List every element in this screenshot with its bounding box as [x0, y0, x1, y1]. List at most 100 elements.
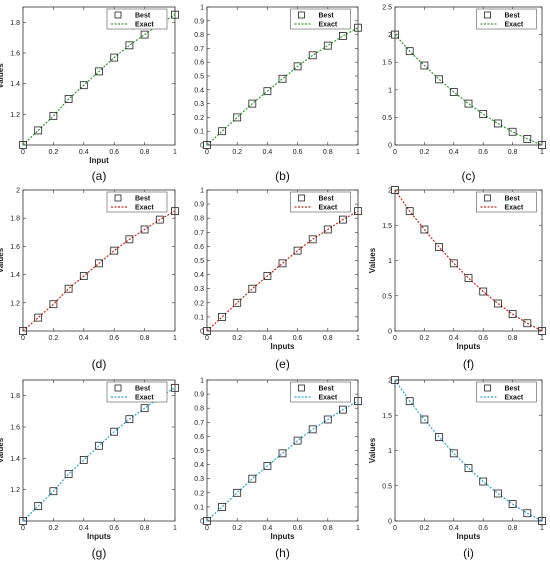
x-tick-label: 1	[540, 525, 544, 532]
x-tick-label: 1	[356, 525, 360, 532]
y-tick-label: 0.5	[194, 448, 204, 455]
chart-panel-g: 0 0.2 0.4 0.6 0.8 1 1.2 1.4 1.6 1.8 Inputs Values Be…	[0, 379, 179, 560]
legend-best-label: Best	[135, 13, 151, 20]
legend-exact-label: Exact	[319, 205, 338, 212]
x-tick-label: 0.6	[478, 525, 488, 532]
x-tick-label: 1	[540, 149, 544, 156]
x-tick-label: 1	[173, 149, 177, 156]
y-tick-label: 0	[200, 519, 204, 526]
legend-best-marker	[298, 11, 305, 19]
plot-area	[206, 379, 359, 522]
series-best-point	[508, 500, 517, 508]
series-best-point	[278, 74, 287, 83]
y-tick-label: 0	[200, 143, 204, 150]
series-exact-line	[22, 14, 176, 146]
y-tick-label: 1	[200, 378, 204, 385]
series-best-point	[248, 474, 257, 483]
legend-best-marker	[484, 194, 491, 202]
plot-area	[22, 6, 176, 146]
x-tick-label: 0.2	[49, 525, 59, 532]
x-axis-label: Inputs	[271, 532, 296, 541]
x-tick-label: 0	[393, 335, 397, 342]
x-tick-label: 0.6	[293, 149, 303, 156]
legend: Best Exact	[106, 381, 168, 403]
plot-area	[22, 379, 176, 522]
panel-label: (b)	[275, 169, 290, 183]
chart-panel-e: 0 0.2 0.4 0.6 0.8 1 0 0.1 0.2 0.3 0.4 0.5 0.6 0.7 0.8 0…	[194, 188, 362, 371]
y-tick-label: 1.5	[382, 60, 392, 67]
legend-exact-label: Exact	[505, 22, 524, 29]
x-tick-label: 0.4	[79, 149, 89, 156]
legend-best-marker	[484, 384, 491, 392]
y-axis-label: Values	[0, 247, 5, 273]
series-best-point	[171, 383, 179, 392]
chart-panel-i: 0 0.2 0.4 0.6 0.8 1 0 0.5 1 1.5 2 Inputs Values Best E…	[368, 376, 546, 560]
series-best-point	[218, 502, 227, 511]
chart-panel-c: 0 0.2 0.4 0.6 0.8 1 0 0.5 1 1.5 2 2.5 Best Exact (c)	[382, 5, 546, 183]
y-tick-label: 0.3	[194, 101, 204, 108]
y-tick-label: 0.1	[194, 129, 204, 136]
series-best-point	[391, 376, 399, 384]
series-best-point	[203, 517, 211, 525]
series-best-point	[263, 462, 272, 470]
series-best-point	[233, 298, 242, 307]
y-tick-label: 0.8	[194, 406, 204, 413]
x-tick-label: 0.8	[323, 149, 333, 156]
series-best-point	[479, 477, 488, 486]
series-best-point	[125, 415, 134, 424]
x-tick-label: 1	[173, 525, 177, 532]
legend-best-marker	[484, 11, 491, 19]
series-best-point	[140, 225, 149, 234]
x-tick-label: 0.8	[508, 525, 518, 532]
x-tick-label: 0.8	[323, 525, 333, 532]
x-tick-label: 0.6	[293, 525, 303, 532]
series-best-point	[508, 310, 517, 318]
series-best-point	[308, 51, 317, 60]
x-tick-label: 0	[393, 149, 397, 156]
series-best-point	[523, 135, 532, 143]
series-best-point	[338, 215, 347, 224]
x-tick-label: 0.6	[478, 335, 488, 342]
series-best-point	[493, 119, 502, 128]
x-tick-label: 0.8	[508, 149, 518, 156]
plot-area	[206, 6, 359, 146]
series-best-point	[420, 415, 429, 424]
y-tick-label: 1.6	[10, 425, 20, 432]
y-tick-label: 1.5	[382, 413, 392, 420]
x-tick-label: 0.8	[140, 525, 150, 532]
x-tick-label: 0.8	[140, 149, 150, 156]
series-best-point	[464, 464, 473, 473]
x-tick-label: 0.2	[420, 335, 430, 342]
series-best-point	[218, 127, 227, 136]
series-best-point	[493, 489, 502, 498]
series-exact-line	[206, 27, 359, 146]
y-tick-label: 0.8	[194, 32, 204, 39]
y-tick-label: 0.2	[194, 115, 204, 122]
y-tick-label: 0.5	[194, 258, 204, 265]
legend: Best Exact	[476, 8, 537, 30]
series-best-point	[538, 141, 546, 149]
series-best-point	[49, 487, 58, 496]
series-best-point	[278, 449, 287, 458]
series-best-point	[293, 62, 302, 71]
series-best-point	[538, 327, 546, 335]
y-tick-label: 0.7	[194, 420, 204, 427]
series-best-point	[464, 274, 473, 283]
x-tick-label: 0.6	[109, 149, 119, 156]
x-tick-label: 0.4	[449, 149, 459, 156]
series-best-point	[479, 110, 488, 118]
y-tick-label: 1	[388, 448, 392, 455]
x-tick-label: 0	[205, 525, 209, 532]
panel-label: (h)	[275, 546, 290, 560]
legend-exact-label: Exact	[135, 205, 154, 212]
series-best-point	[405, 397, 414, 406]
panel-label: (i)	[463, 546, 474, 560]
y-tick-label: 1.4	[10, 272, 20, 279]
panel-label: (a)	[92, 169, 107, 183]
legend-best-label: Best	[135, 196, 151, 203]
y-tick-label: 1.6	[10, 244, 20, 251]
series-best-point	[171, 207, 179, 216]
series-best-point	[293, 436, 302, 445]
plot-area	[22, 189, 176, 332]
x-axis-label: Inputs	[457, 532, 482, 541]
